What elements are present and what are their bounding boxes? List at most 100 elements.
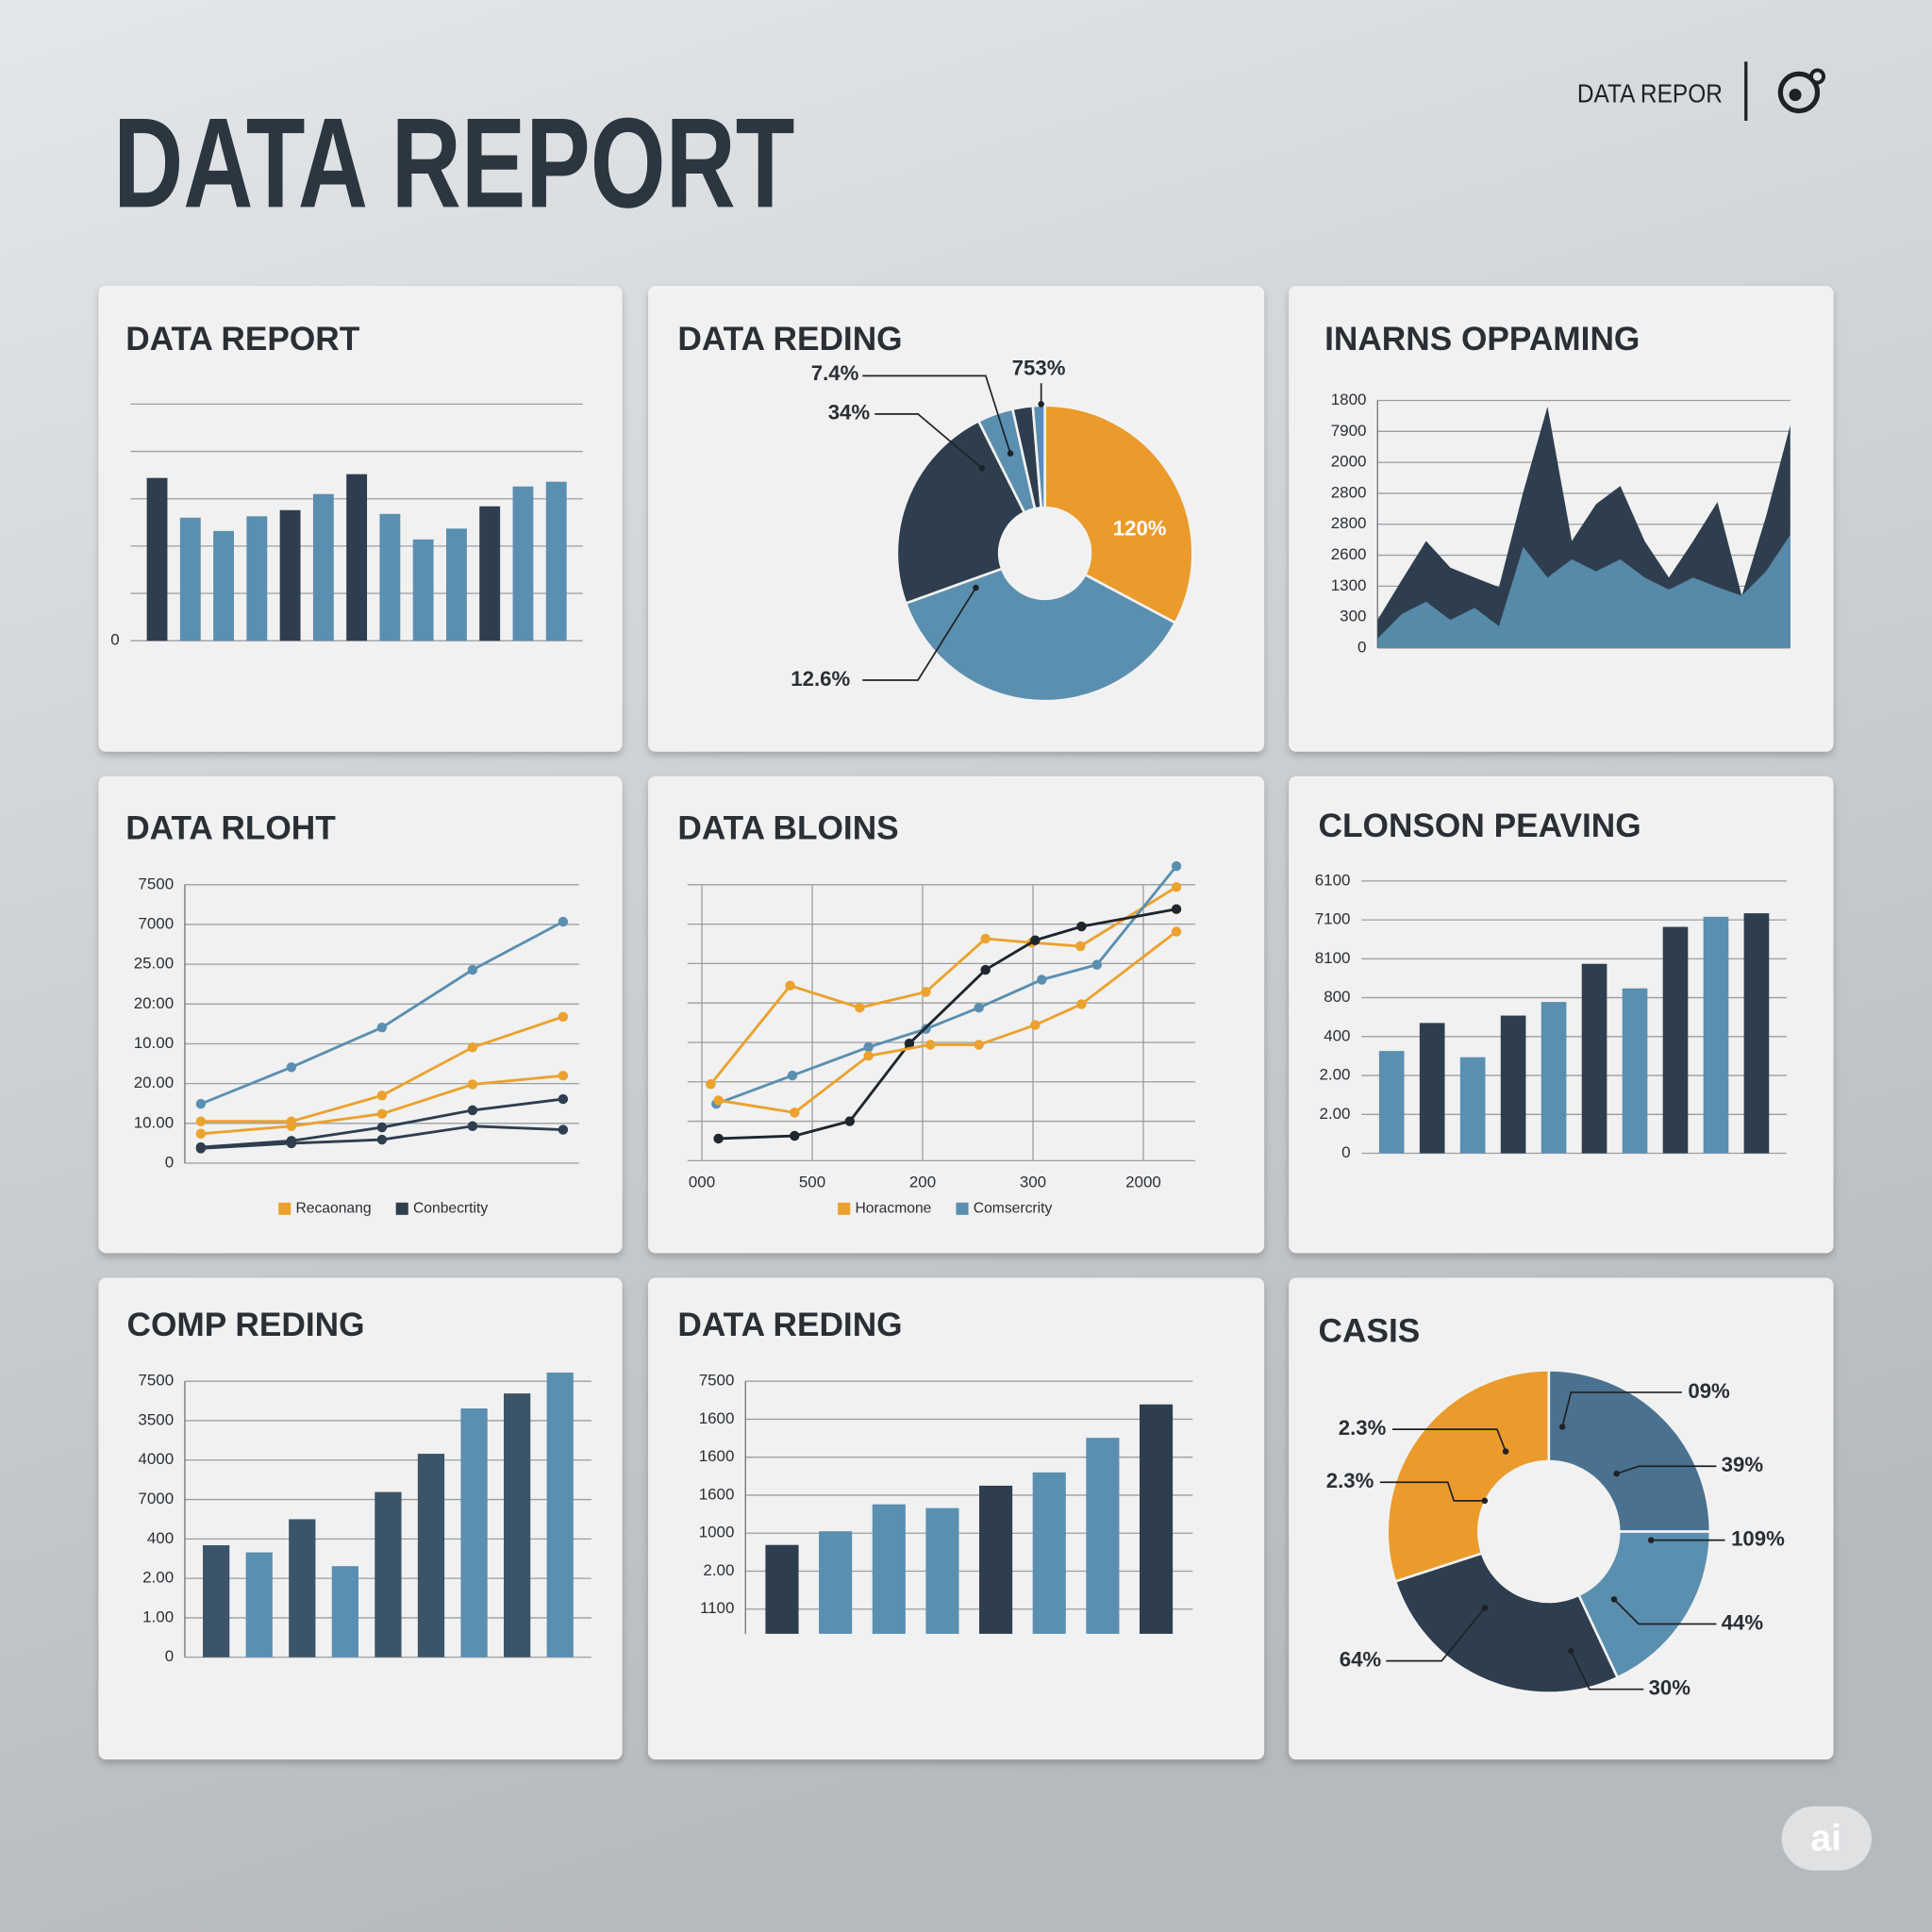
area [1377,534,1790,649]
panel [1289,1277,1834,1760]
leader-line [1616,1465,1717,1474]
x-tick-label: 200 [909,1173,936,1191]
y-tick-label: 7500 [138,1372,174,1390]
legend-label: Recaonang [295,1200,371,1216]
point [790,1130,800,1141]
y-tick-label: 20:00 [134,994,174,1012]
slice [1386,1369,1551,1584]
leader-dot [1007,450,1014,457]
point [1171,882,1182,892]
chart-panel: DATA RLOHT 0 10.00 20.00 10.00 20:00 25.00 7000… [98,775,623,1254]
bar [213,530,234,641]
point [467,1079,478,1090]
bar [445,528,467,641]
panel [98,775,623,1254]
panel [648,775,1265,1254]
y-tick-label: 2.00 [142,1569,174,1587]
y-tick-label: 1000 [699,1524,735,1541]
leader-dot [978,465,986,472]
annotation: 39% [1722,1453,1764,1476]
chart-title: INARNS OPPAMING [1324,321,1640,358]
y-tick-label: 7000 [138,1490,174,1507]
y-tick-label: 1600 [699,1409,735,1427]
y-tick-label: 2800 [1331,514,1367,532]
leader-line [1613,1598,1717,1625]
y-tick-label: 2.00 [1319,1105,1350,1123]
leader-dot [1610,1596,1618,1603]
point [558,916,569,927]
bar [379,513,401,641]
y-tick-label: 25.00 [134,955,174,973]
x-tick-label: 300 [1020,1173,1046,1191]
annotation: 44% [1722,1610,1764,1634]
chart-title: CASIS [1319,1312,1421,1349]
bar [312,493,334,641]
page-title: DATA REPORT [113,91,794,234]
point [558,1124,569,1135]
chart-title: COMP REDING [127,1307,365,1343]
bar [375,1491,402,1657]
legend-label: Horacmone [855,1200,931,1216]
legend-swatch [395,1202,408,1215]
bar [1500,1015,1526,1154]
charts: DATA REPORT 0 DATA REDING 7.4% 34% 753% 120% 12… [98,286,1834,1760]
leader-line [1379,1481,1485,1502]
point [467,1121,478,1131]
point [558,1011,569,1023]
slice [904,567,1177,703]
legend-swatch [956,1202,969,1215]
leader-line [1391,1428,1507,1452]
y-tick-label: 2000 [1331,453,1367,471]
leader-dot [1502,1448,1509,1455]
point [195,1098,207,1109]
chart-panel: DATA REDING 1100 2.00 1000 1600 1600 1600 7500 [648,1277,1265,1760]
y-tick-label: 800 [1324,988,1350,1006]
chart-title: DATA REDING [677,1307,902,1343]
slice [1031,404,1046,509]
point [467,1042,478,1053]
point [1091,959,1103,970]
y-tick-label: 1.00 [142,1607,174,1625]
bar [872,1504,906,1634]
chart-title: DATA REPORT [125,321,360,358]
chart-title: CLONSON PEAVING [1319,808,1641,844]
leader-line [1561,1391,1682,1427]
point [195,1128,207,1139]
y-tick-label: 8100 [1315,949,1351,967]
legend-label: Conbecrtity [413,1200,488,1216]
leader-dot [1481,1605,1489,1611]
bar [1541,1002,1567,1154]
y-tick-label: 2600 [1331,545,1367,563]
annotation: 109% [1731,1527,1785,1551]
point [1076,921,1087,932]
leader-dot [1558,1424,1566,1430]
legend-swatch [278,1202,291,1215]
bar [479,506,501,641]
y-tick-label: 300 [1340,608,1366,625]
panel [98,1277,623,1760]
point [787,1070,798,1081]
x-tick-label: 2000 [1125,1173,1161,1191]
x-tick-label: 000 [689,1173,715,1191]
bar [1622,988,1648,1154]
bar [1032,1472,1066,1634]
leader-dot [1481,1497,1489,1505]
point [1030,1020,1041,1030]
y-tick-label: 6100 [1315,871,1351,889]
leader-dot [973,584,979,591]
chart-panel: DATA REPORT 0 [98,286,623,752]
brand-icon [1777,71,1821,114]
bar [546,1372,574,1657]
point [195,1116,207,1126]
point [1171,860,1182,872]
point [980,933,991,944]
point [921,987,931,997]
point [376,1108,388,1119]
slice [1043,404,1194,625]
bar [979,1485,1013,1634]
y-tick-label: 10.00 [134,1113,174,1131]
point [1075,941,1086,952]
leader-dot [1613,1470,1620,1477]
bar [246,516,268,641]
y-tick-label: 7900 [1331,422,1367,440]
